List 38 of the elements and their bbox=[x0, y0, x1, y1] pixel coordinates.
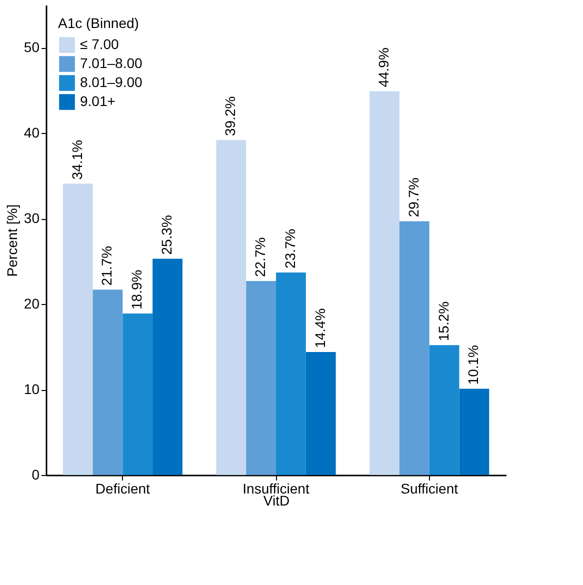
y-axis-title: Percent [%] bbox=[4, 204, 20, 277]
x-tick-label: Deficient bbox=[95, 480, 150, 496]
legend-label: ≤ 7.00 bbox=[80, 36, 120, 52]
data-label: 21.7% bbox=[98, 246, 115, 286]
bar bbox=[306, 352, 336, 475]
data-label: 15.2% bbox=[435, 301, 452, 342]
data-label: 39.2% bbox=[222, 96, 238, 136]
bar bbox=[216, 140, 246, 475]
y-tick-label: 20 bbox=[24, 296, 40, 312]
legend-label: 8.01–9.00 bbox=[80, 74, 142, 90]
bar bbox=[62, 184, 93, 475]
bar bbox=[246, 281, 276, 475]
data-label: 34.1% bbox=[68, 140, 85, 180]
y-tick-label: 30 bbox=[24, 210, 40, 226]
data-label: 25.3% bbox=[158, 215, 175, 255]
bar bbox=[399, 221, 430, 475]
data-label: 18.9% bbox=[128, 270, 145, 310]
y-tick-label: 0 bbox=[32, 466, 40, 482]
bar bbox=[122, 313, 153, 475]
bar bbox=[459, 388, 490, 475]
bar bbox=[370, 91, 400, 475]
y-tick-label: 50 bbox=[24, 39, 40, 56]
data-label: 10.1% bbox=[465, 344, 482, 385]
y-tick-label: 40 bbox=[24, 124, 40, 141]
data-label: 23.7% bbox=[282, 228, 298, 268]
legend-label: 9.01+ bbox=[80, 93, 116, 109]
bar bbox=[152, 258, 182, 475]
bar bbox=[429, 345, 460, 475]
bar bbox=[92, 290, 123, 475]
data-label: 14.4% bbox=[312, 308, 328, 348]
legend-label: 7.01–8.00 bbox=[80, 55, 142, 71]
bar bbox=[276, 272, 306, 475]
legend-title: A1c (Binned) bbox=[58, 15, 139, 31]
data-label: 22.7% bbox=[252, 237, 268, 278]
x-tick-label: Sufficient bbox=[400, 480, 458, 496]
data-label: 44.9% bbox=[375, 48, 392, 88]
data-label: 29.7% bbox=[405, 177, 422, 218]
y-tick-label: 10 bbox=[24, 381, 40, 398]
